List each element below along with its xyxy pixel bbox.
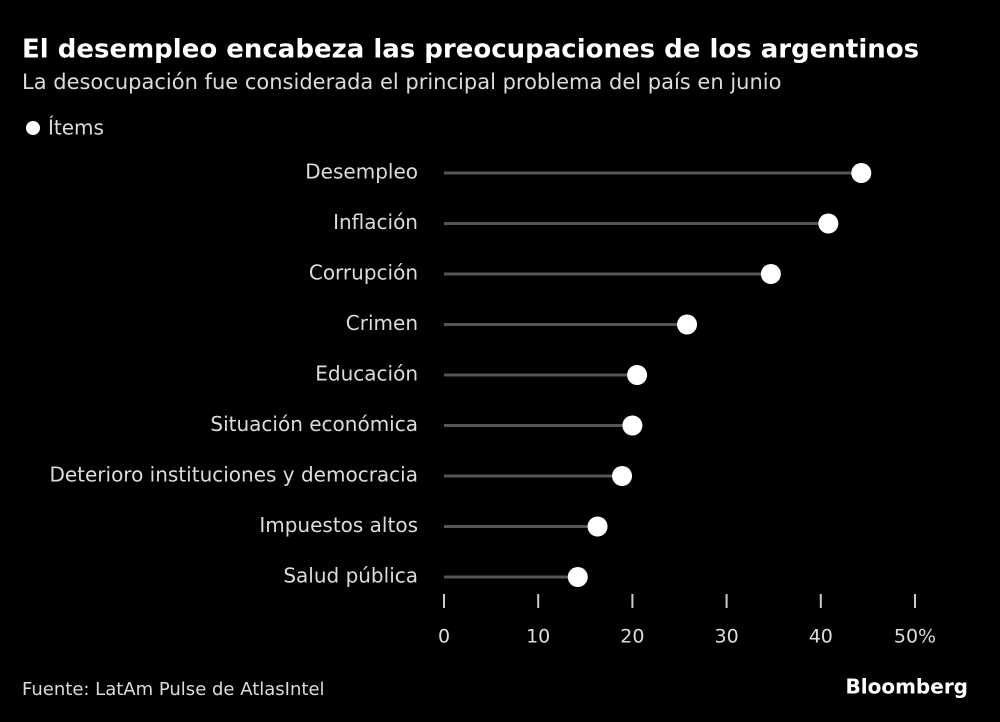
dot (567, 567, 588, 587)
dot (760, 264, 781, 284)
x-tick-label: 0 (438, 626, 450, 648)
source: Fuente: LatAm Pulse de AtlasIntel (22, 679, 325, 700)
y-tick-label: Salud pública (283, 564, 418, 588)
dot (677, 314, 698, 335)
y-tick-label: Inflación (333, 210, 418, 234)
dot (612, 466, 633, 486)
dot (818, 213, 839, 234)
chart-title: El desempleo encabeza las preocupaciones… (22, 35, 919, 65)
dot (622, 415, 643, 436)
x-tick-label: 20 (620, 626, 644, 648)
dot (587, 516, 608, 537)
brand: Bloomberg (846, 675, 968, 699)
dot (851, 163, 872, 183)
x-tick-label: 50% (894, 626, 936, 648)
x-tick-label: 40 (809, 626, 833, 648)
x-tick-label: 30 (715, 626, 739, 648)
legend-marker (26, 121, 40, 135)
y-tick-label: Educación (315, 362, 418, 386)
dot (627, 365, 648, 385)
y-tick-label: Deterioro instituciones y democracia (49, 463, 418, 487)
y-tick-label: Situación económica (210, 412, 418, 436)
x-tick-label: 10 (526, 626, 550, 648)
y-tick-label: Desempleo (305, 160, 418, 184)
y-tick-label: Impuestos altos (259, 513, 418, 537)
chart-subtitle: La desocupación fue considerada el princ… (22, 70, 781, 94)
y-tick-label: Corrupción (309, 261, 418, 285)
y-tick-label: Crimen (346, 311, 418, 335)
legend-label: Ítems (48, 116, 104, 140)
